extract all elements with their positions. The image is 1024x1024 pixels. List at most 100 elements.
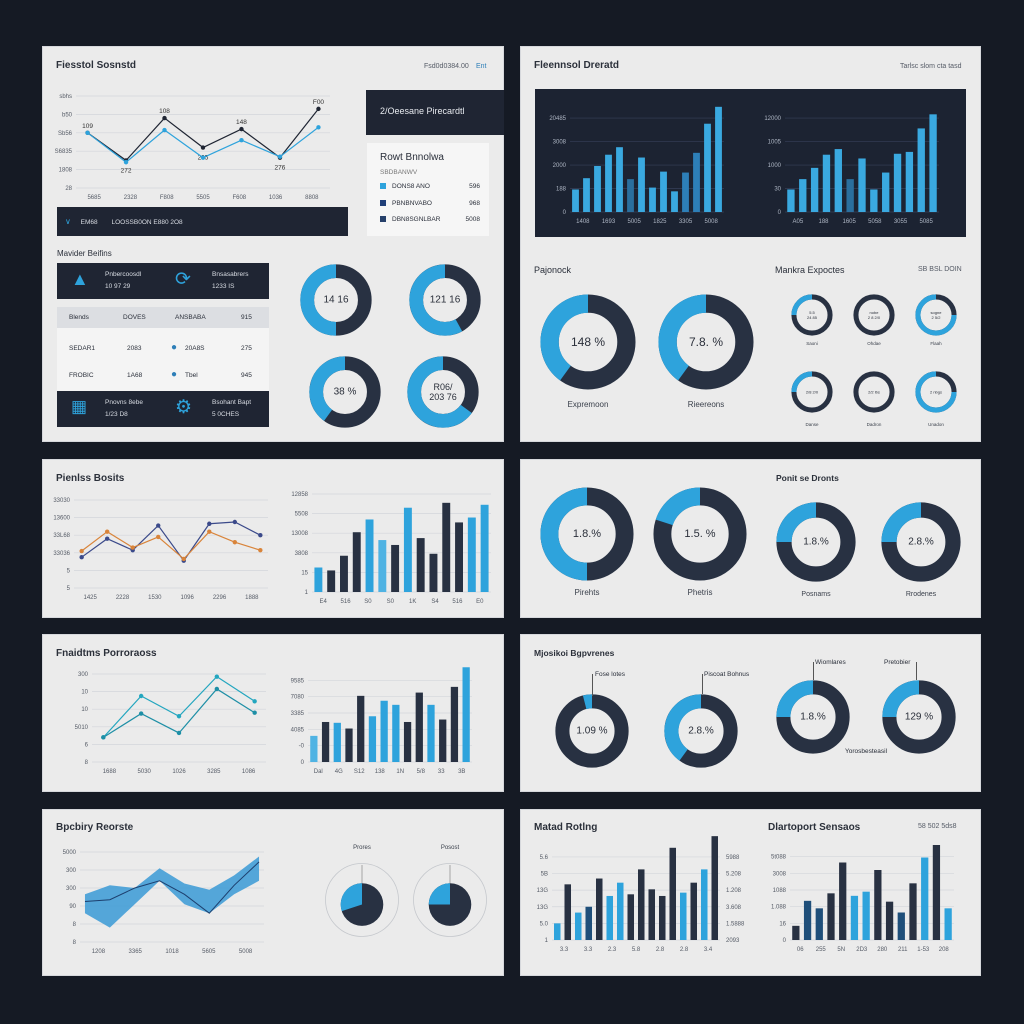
table-cell: SEDAR1 xyxy=(69,345,96,352)
tick-label: 2.3 xyxy=(608,947,617,953)
tick-label: 8 xyxy=(73,940,77,946)
bar xyxy=(682,172,689,212)
column-header[interactable]: Blends xyxy=(69,314,89,321)
bar xyxy=(321,721,330,762)
tick-label: S4 xyxy=(431,599,439,605)
tick-label: 3365 xyxy=(129,949,143,955)
bar xyxy=(403,721,412,762)
tick-label: 3055 xyxy=(894,219,908,225)
data-point xyxy=(181,556,186,562)
legend-swatch xyxy=(380,200,386,207)
tick-label: 188 xyxy=(556,187,567,193)
tick-label: 06 xyxy=(797,947,804,953)
bar-chart: 9585 7080 3385 4085 -0 0 Dal 4G S12 138 1N 5/8 33 3B xyxy=(291,667,472,775)
tick-label: E4 xyxy=(320,599,328,605)
column-header[interactable]: DOVES xyxy=(123,314,146,321)
tick-label: 7080 xyxy=(291,695,305,701)
tick-label: 13600 xyxy=(53,516,70,522)
legend-label: PBNBNVABO xyxy=(392,200,432,207)
area-band xyxy=(84,856,260,928)
bar xyxy=(480,504,489,592)
table-cell: 2083 xyxy=(127,345,142,352)
warning-triangle-icon: ▲ xyxy=(71,269,89,289)
bar xyxy=(605,154,612,212)
tick-label: S6835 xyxy=(55,149,73,155)
bar xyxy=(932,845,941,940)
bar xyxy=(905,151,914,212)
tick-label: 188 xyxy=(818,219,829,225)
tick-label: 208 xyxy=(939,947,950,953)
mini-donut: 2/2 lbs xyxy=(853,371,895,413)
data-label: 276 xyxy=(275,165,286,172)
bar xyxy=(822,154,831,212)
data-point xyxy=(79,555,84,560)
donut-chart: 1.8.% xyxy=(540,487,634,581)
bar xyxy=(715,106,722,212)
donut-svg xyxy=(853,371,895,413)
data-table: Blends DOVES ANSBABA 915 SEDAR1 2083 ● 2… xyxy=(57,307,269,391)
tick-label: 5B xyxy=(541,872,548,878)
line-chart: sbhs b50 Sb56 S6835 1808 28 5685 2328 F808 5505 F6… xyxy=(55,94,330,201)
legend-label: DONS8 ANO xyxy=(392,183,430,190)
bar xyxy=(909,883,917,940)
area-chart: 5000 300 300 90 8 8 1208 3365 1018 5605 5008 xyxy=(63,850,264,955)
donut-caption: Posnams xyxy=(801,591,831,598)
data-point xyxy=(104,536,110,541)
column-header[interactable]: ANSBABA xyxy=(175,314,206,321)
bar xyxy=(627,894,635,940)
donut-caption: Rrodenes xyxy=(905,591,937,598)
bar xyxy=(314,567,323,592)
tick-label: 0 xyxy=(783,938,787,944)
donut-svg xyxy=(791,294,833,336)
data-point xyxy=(316,106,321,112)
tick-label: S0 xyxy=(364,599,372,605)
stat-label: Bsohant Bapt xyxy=(212,399,252,406)
leader-line xyxy=(702,674,703,694)
donut-caption: Ohdae xyxy=(867,341,881,346)
stat-value: 1/23 D8 xyxy=(105,411,128,418)
donut-segment xyxy=(409,264,463,336)
data-point xyxy=(162,115,167,121)
donut-caption: Flaah xyxy=(930,341,942,346)
data-point xyxy=(85,130,90,135)
table-cell: 1A68 xyxy=(127,372,143,379)
tick-label: 5.0 xyxy=(540,921,549,927)
tick-label: 1 xyxy=(305,590,309,596)
legend-item: PBNBNVABO 968 xyxy=(380,200,480,207)
footnote: Yorosbesteasil xyxy=(845,748,888,755)
donut-caption: Saoni xyxy=(806,341,818,346)
bar xyxy=(850,895,859,940)
tick-label: 1018 xyxy=(165,949,179,955)
donut-segment xyxy=(882,680,920,718)
donut-track xyxy=(853,294,895,336)
filter-strip[interactable]: ∨ EM68 LOOSSB0ON E880 2O8 xyxy=(57,207,348,236)
leader-line xyxy=(916,662,917,680)
tick-label: 1005 xyxy=(768,140,782,146)
donut-chart: 148 % xyxy=(540,294,636,390)
bar xyxy=(378,540,387,592)
donut-segment xyxy=(881,502,922,543)
tick-label: 5000 xyxy=(63,850,77,856)
data-point xyxy=(258,547,263,553)
tick-label: 0 xyxy=(301,760,305,766)
bar xyxy=(439,719,447,762)
tick-label: 8 xyxy=(73,922,77,928)
chevron-down-icon[interactable]: ∨ xyxy=(65,217,71,226)
tick-label: Dal xyxy=(314,769,323,775)
tick-label: 300 xyxy=(66,886,77,892)
bar xyxy=(357,695,365,762)
tick-label: 1N xyxy=(396,769,404,775)
tick-label: 5/8 xyxy=(417,769,426,775)
panel-link[interactable]: Ent xyxy=(476,63,487,70)
tick-label: 280 xyxy=(877,947,888,953)
tick-label: 1208 xyxy=(92,949,106,955)
donut-label: sogne 2 5/2 xyxy=(930,310,942,320)
donut-chart: 1.8.% xyxy=(776,502,856,582)
donut-label: 1.8.% xyxy=(803,536,829,548)
column-header[interactable]: 915 xyxy=(241,314,252,321)
tick-label: 1-53 xyxy=(917,947,930,953)
bar xyxy=(627,179,634,212)
donut-svg xyxy=(309,356,381,428)
bar xyxy=(442,502,451,592)
tick-label: 5508 xyxy=(295,512,309,518)
